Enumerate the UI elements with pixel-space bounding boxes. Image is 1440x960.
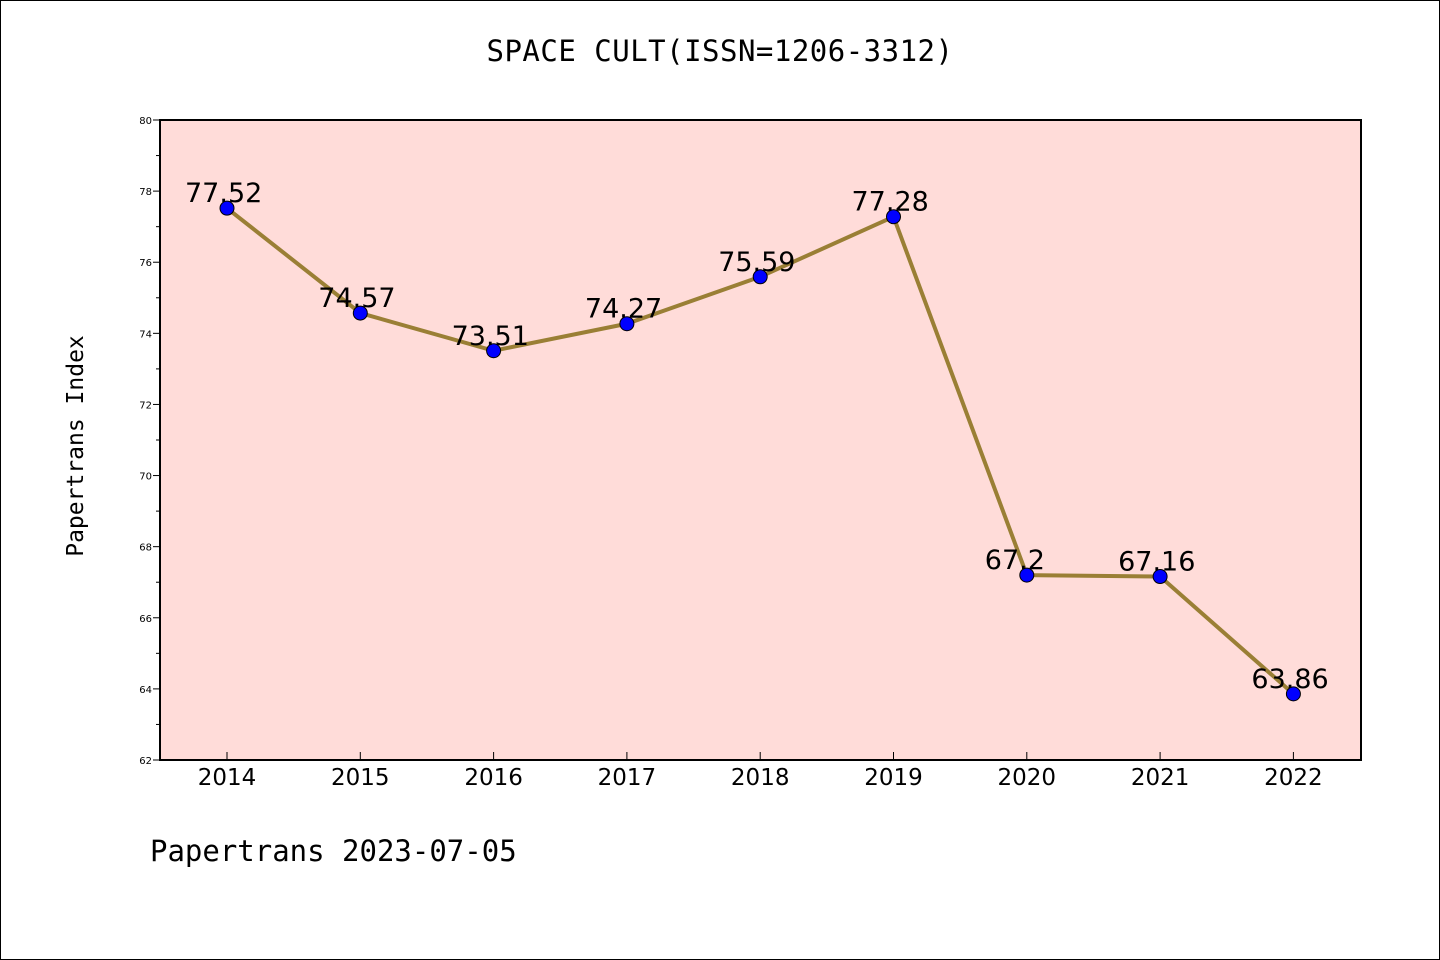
- plot-area: [160, 120, 1361, 760]
- x-tick-label: 2019: [864, 765, 923, 791]
- y-tick-label: 68: [139, 543, 152, 554]
- data-label: 77.52: [185, 178, 262, 209]
- x-tick-label: 2020: [998, 765, 1057, 791]
- x-tick-label: 2015: [331, 765, 390, 791]
- data-label: 63.86: [1251, 664, 1328, 695]
- x-tick-label: 2018: [731, 765, 790, 791]
- x-tick-label: 2014: [198, 765, 257, 791]
- data-point: [352, 305, 368, 321]
- x-tick-label: 2021: [1131, 765, 1190, 791]
- data-label: 73.51: [452, 321, 529, 352]
- y-tick-label: 70: [139, 472, 152, 483]
- x-tick-label: 2016: [464, 765, 523, 791]
- data-point: [619, 316, 635, 332]
- data-point: [486, 343, 502, 359]
- y-tick-label: 64: [139, 685, 152, 696]
- data-label: 67.16: [1118, 547, 1195, 578]
- y-tick-label: 76: [139, 258, 152, 269]
- x-tick-label: 2022: [1264, 765, 1323, 791]
- data-point: [1285, 686, 1301, 702]
- data-label: 74.57: [318, 283, 395, 314]
- data-point: [219, 200, 235, 216]
- y-tick-label: 78: [139, 187, 152, 198]
- y-tick-label: 62: [139, 756, 152, 767]
- data-point: [1019, 567, 1035, 583]
- data-label: 75.59: [718, 247, 795, 278]
- y-tick-label: 80: [139, 116, 152, 127]
- y-tick-label: 72: [139, 400, 152, 411]
- chart-title: SPACE CULT(ISSN=1206-3312): [486, 34, 954, 68]
- data-point: [886, 209, 901, 225]
- data-point: [752, 269, 768, 285]
- data-label: 67.2: [985, 545, 1045, 576]
- footer-text: Papertrans 2023-07-05: [150, 834, 517, 868]
- data-point: [1152, 569, 1168, 585]
- x-tick-label: 2017: [598, 765, 657, 791]
- plot-border: [159, 119, 1362, 761]
- y-tick-label: 74: [139, 329, 152, 340]
- data-label: 77.28: [852, 187, 929, 218]
- y-tick-label: 66: [139, 614, 152, 625]
- data-label: 74.27: [585, 294, 662, 325]
